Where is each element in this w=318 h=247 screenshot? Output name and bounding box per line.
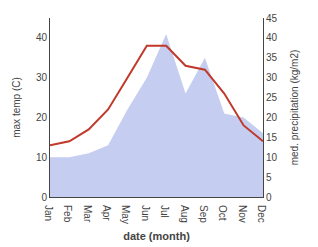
- svg-text:0: 0: [266, 192, 272, 203]
- svg-text:15: 15: [266, 132, 278, 143]
- svg-text:10: 10: [36, 152, 48, 163]
- svg-text:40: 40: [266, 32, 278, 43]
- svg-text:Sep: Sep: [198, 205, 209, 223]
- svg-text:Jan: Jan: [43, 205, 54, 221]
- svg-text:25: 25: [266, 92, 278, 103]
- svg-text:Aug: Aug: [179, 205, 190, 223]
- svg-text:Apr: Apr: [101, 205, 112, 221]
- svg-text:20: 20: [36, 112, 48, 123]
- svg-text:30: 30: [36, 72, 48, 83]
- svg-text:Jul: Jul: [159, 205, 170, 218]
- svg-text:Mar: Mar: [82, 205, 93, 223]
- svg-text:Nov: Nov: [237, 205, 248, 223]
- svg-text:20: 20: [266, 112, 278, 123]
- svg-text:30: 30: [266, 72, 278, 83]
- svg-text:45: 45: [266, 13, 278, 24]
- svg-text:Oct: Oct: [217, 205, 228, 221]
- svg-text:40: 40: [36, 32, 48, 43]
- svg-text:0: 0: [41, 192, 47, 203]
- svg-text:5: 5: [266, 172, 272, 183]
- svg-text:Dec: Dec: [256, 205, 267, 223]
- svg-text:35: 35: [266, 52, 278, 63]
- svg-text:10: 10: [266, 152, 278, 163]
- svg-text:Feb: Feb: [62, 205, 73, 223]
- svg-text:May: May: [120, 205, 131, 224]
- svg-text:max temp (C): max temp (C): [11, 77, 22, 138]
- svg-text:med. precipitation (kg/m2): med. precipitation (kg/m2): [289, 50, 300, 166]
- svg-text:date (month): date (month): [123, 230, 190, 242]
- svg-text:Jun: Jun: [140, 205, 151, 221]
